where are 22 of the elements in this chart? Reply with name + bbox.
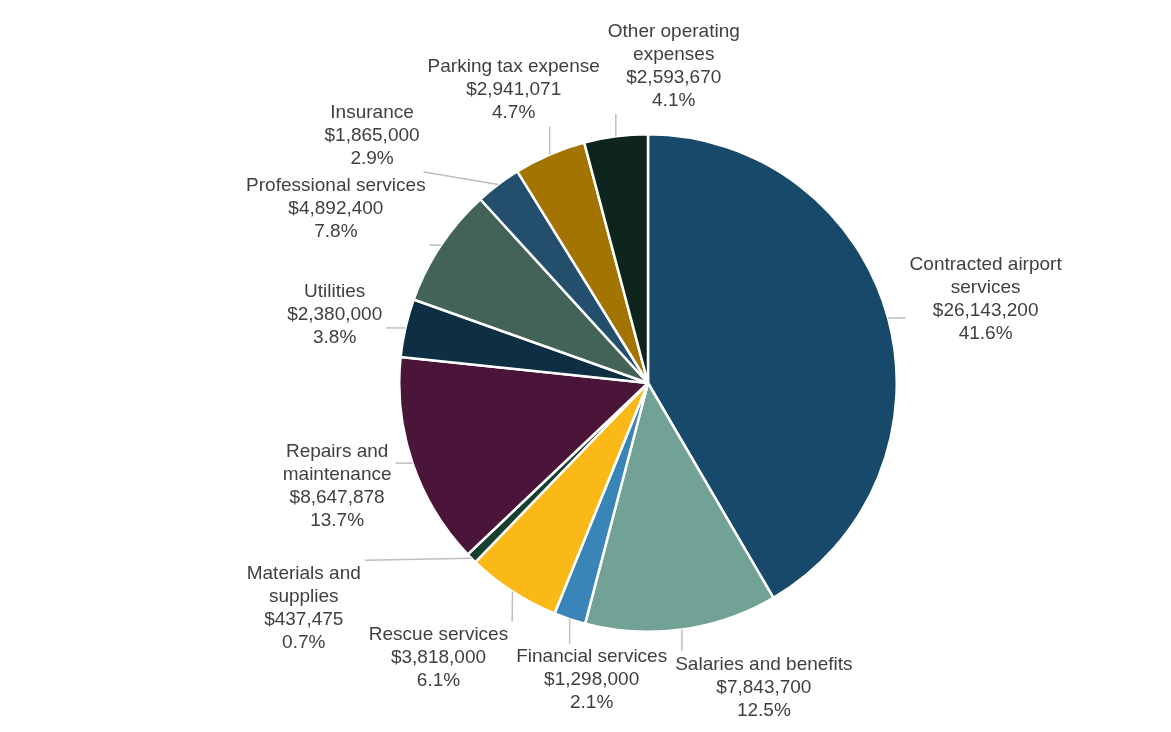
- data-label: $2,380,000 3.8%: [287, 303, 383, 347]
- data-label: $7,843,700 12.5%: [716, 675, 812, 720]
- data-label: $437,475 0.7%: [264, 608, 344, 653]
- slice-label: Rescue services: [368, 623, 509, 645]
- data-label: $2,941,071 4.7%: [466, 78, 562, 123]
- data-label: $26,143,200 41.6%: [932, 299, 1039, 344]
- data-label: $1,298,000 2.1%: [544, 668, 640, 713]
- slice-label: Other operating expenses: [607, 19, 740, 64]
- slice-label: Utilities: [304, 280, 366, 301]
- data-label: $4,892,400 7.8%: [288, 196, 384, 241]
- slice-label: Insurance: [330, 100, 414, 122]
- data-label: $2,593,670 4.1%: [626, 65, 722, 110]
- slice-label: Parking tax expense: [427, 55, 600, 77]
- slice-label: Repairs and maintenance: [282, 439, 392, 484]
- slice-label: Financial services: [516, 645, 668, 667]
- slice-label: Contracted airport services: [909, 253, 1063, 298]
- data-label: $3,818,000 6.1%: [390, 646, 487, 691]
- slice-label: Professional services: [246, 173, 426, 195]
- data-label: $8,647,878 13.7%: [289, 485, 385, 530]
- slice-label: Materials and supplies: [246, 562, 361, 607]
- data-label: $1,865,000 2.9%: [324, 123, 420, 168]
- slice-label: Salaries and benefits: [675, 652, 853, 674]
